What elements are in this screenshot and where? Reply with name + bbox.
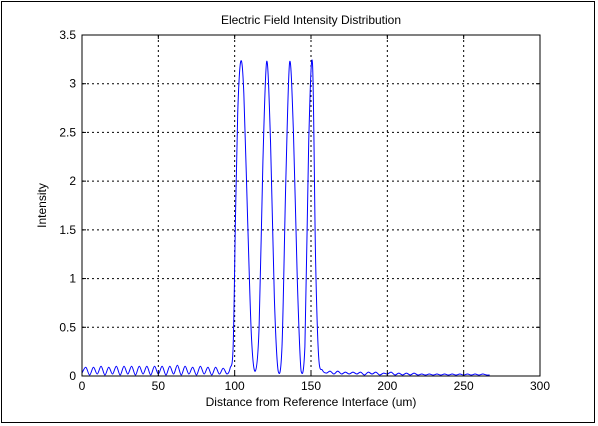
y-tick-label: 3 — [69, 77, 76, 91]
x-tick-label: 50 — [152, 379, 166, 393]
series-layer — [81, 59, 490, 376]
y-tick-label: 1.5 — [59, 223, 76, 237]
x-tick-label: 250 — [454, 379, 474, 393]
x-tick-label: 300 — [530, 379, 550, 393]
tick-labels: 0 50 100 150 200 250 300 0 0.5 1 1.5 2 2.5 3 3.5 — [59, 28, 550, 393]
x-axis-label: Distance from Reference Interface (um) — [206, 395, 417, 409]
axis-ticks — [81, 34, 541, 377]
y-tick-label: 2 — [69, 174, 76, 188]
grid-lines — [82, 35, 540, 376]
x-tick-label: 0 — [79, 379, 86, 393]
x-tick-label: 150 — [301, 379, 321, 393]
y-tick-label: 2.5 — [59, 125, 76, 139]
y-tick-label: 0 — [69, 369, 76, 383]
chart-title: Electric Field Intensity Distribution — [221, 13, 401, 27]
y-tick-label: 1 — [69, 272, 76, 286]
x-tick-label: 200 — [377, 379, 397, 393]
x-tick-label: 100 — [225, 379, 245, 393]
y-tick-label: 0.5 — [59, 320, 76, 334]
y-tick-label: 3.5 — [59, 28, 76, 42]
y-axis-label: Intensity — [35, 183, 49, 228]
intensity-series-line — [81, 59, 490, 376]
